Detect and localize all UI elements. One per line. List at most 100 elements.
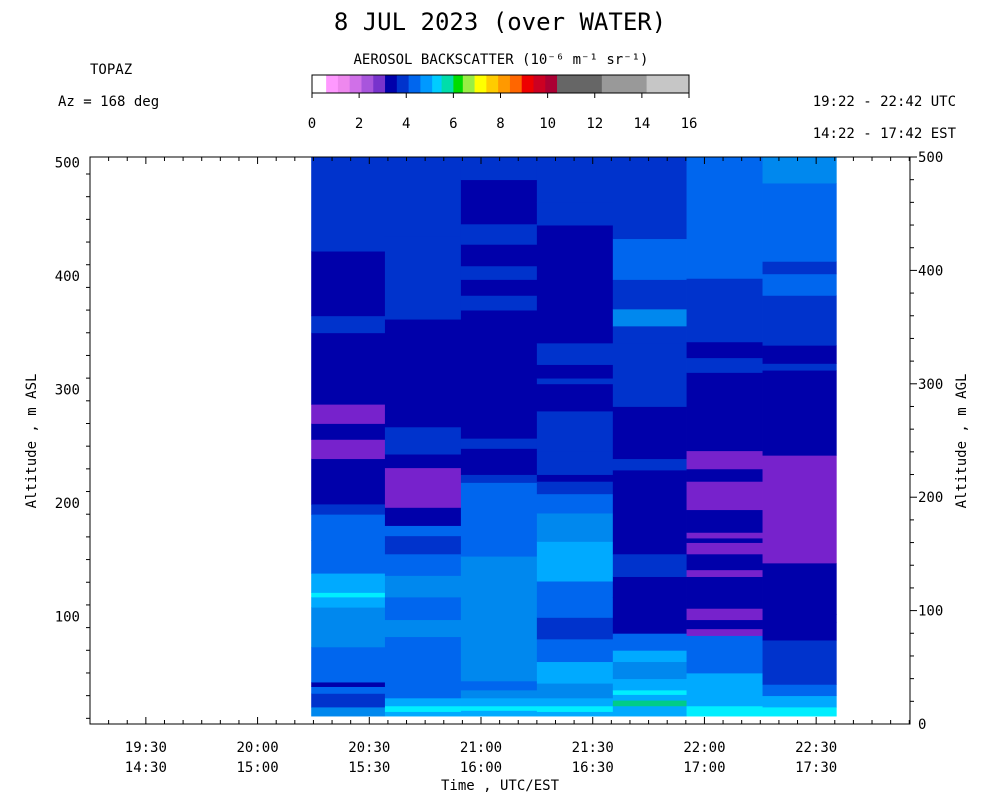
- backscatter-cell: [311, 540, 386, 574]
- backscatter-cell: [762, 614, 837, 623]
- backscatter-cell: [686, 481, 763, 511]
- backscatter-cell: [384, 535, 462, 555]
- backscatter-cell: [686, 450, 763, 470]
- backscatter-cell: [311, 332, 386, 405]
- backscatter-cell: [460, 689, 538, 699]
- backscatter-cell: [311, 592, 386, 598]
- backscatter-cell: [612, 694, 687, 701]
- y-tick-label-right: 400: [918, 263, 943, 279]
- backscatter-cell: [686, 538, 763, 543]
- x-tick-label-utc: 21:30: [572, 740, 614, 756]
- backscatter-cell: [686, 635, 763, 659]
- backscatter-cell: [460, 474, 538, 483]
- backscatter-cell: [762, 370, 837, 456]
- backscatter-cell: [612, 157, 687, 240]
- backscatter-cell: [536, 202, 614, 226]
- colorbar-swatch: [557, 75, 603, 93]
- backscatter-cell: [311, 706, 386, 717]
- backscatter-cell: [384, 236, 462, 320]
- y-tick-label-right: 200: [918, 490, 943, 506]
- x-tick-label-local: 17:00: [683, 760, 725, 776]
- backscatter-cell: [384, 426, 462, 455]
- backscatter-cell: [686, 576, 763, 609]
- backscatter-cell: [536, 342, 614, 365]
- colorbar-swatch: [646, 75, 690, 93]
- backscatter-cell: [762, 684, 837, 697]
- colorbar-swatch: [462, 75, 476, 93]
- backscatter-cell: [686, 619, 763, 630]
- backscatter-cell: [686, 608, 763, 621]
- backscatter-cell: [460, 642, 538, 682]
- backscatter-cell: [762, 157, 837, 184]
- backscatter-cell: [536, 364, 614, 379]
- colorbar-swatch: [486, 75, 499, 93]
- x-tick-label-utc: 21:00: [460, 740, 502, 756]
- backscatter-cell: [686, 628, 763, 636]
- backscatter-cell: [762, 363, 837, 371]
- x-tick-label-utc: 19:30: [125, 740, 167, 756]
- backscatter-cell: [460, 705, 538, 711]
- backscatter-cell: [536, 638, 614, 663]
- backscatter-cell: [612, 576, 687, 598]
- backscatter-cell: [460, 680, 538, 691]
- backscatter-cell: [536, 481, 614, 495]
- backscatter-cell: [311, 423, 386, 440]
- backscatter-cell: [384, 553, 462, 576]
- instrument-name: TOPAZ: [90, 62, 133, 78]
- colorbar-tick-label: 12: [586, 116, 603, 132]
- backscatter-cell: [384, 507, 462, 526]
- backscatter-cell: [311, 686, 386, 694]
- backscatter-cell: [536, 711, 614, 717]
- backscatter-cell: [536, 697, 614, 707]
- colorbar-swatch: [601, 75, 648, 93]
- backscatter-cell: [536, 411, 614, 452]
- backscatter-cell: [460, 438, 538, 449]
- backscatter-cell: [311, 458, 386, 505]
- backscatter-cell: [536, 493, 614, 514]
- backscatter-cell: [384, 678, 462, 699]
- backscatter-cell: [536, 225, 614, 344]
- backscatter-cell: [536, 581, 614, 618]
- backscatter-cell: [686, 236, 763, 279]
- colorbar-swatch: [545, 75, 558, 93]
- time-range-utc: 19:22 - 22:42 UTC: [812, 94, 956, 110]
- colorbar-swatch: [441, 75, 454, 93]
- y-tick-label-right: 300: [918, 377, 943, 393]
- colorbar-swatch: [396, 75, 410, 93]
- backscatter-cell: [460, 710, 538, 717]
- backscatter-cell: [311, 693, 386, 708]
- backscatter-cell: [762, 640, 837, 685]
- colorbar-swatch: [361, 75, 374, 93]
- backscatter-cell: [612, 325, 687, 344]
- backscatter-cell: [686, 372, 763, 452]
- backscatter-cell: [762, 345, 837, 364]
- backscatter-cell: [612, 661, 687, 680]
- backscatter-cell: [384, 619, 462, 638]
- backscatter-cell: [460, 482, 538, 557]
- colorbar-swatch: [453, 75, 464, 93]
- backscatter-cell: [460, 448, 538, 475]
- colorbar-swatch: [373, 75, 386, 93]
- backscatter-cell: [612, 238, 687, 280]
- y-tick-label-left: 300: [55, 382, 80, 398]
- x-tick-label-utc: 20:30: [348, 740, 390, 756]
- colorbar-swatch: [474, 75, 487, 93]
- colorbar-swatch: [408, 75, 421, 93]
- y-tick-label-right: 0: [918, 717, 926, 733]
- colorbar-tick-label: 14: [633, 116, 650, 132]
- backscatter-cell: [612, 469, 687, 555]
- colorbar-swatch: [326, 75, 339, 93]
- colorbar-tick-label: 2: [355, 116, 363, 132]
- backscatter-cell: [686, 689, 763, 707]
- colorbar-swatch: [385, 75, 398, 93]
- colorbar-swatch: [533, 75, 546, 93]
- y-tick-label-left: 500: [55, 156, 80, 172]
- backscatter-cell: [612, 700, 687, 707]
- colorbar-swatch: [521, 75, 534, 93]
- backscatter-cell: [384, 467, 462, 508]
- azimuth-label: Az = 168 deg: [58, 94, 160, 110]
- backscatter-cell: [686, 341, 763, 359]
- backscatter-cell: [536, 513, 614, 542]
- backscatter-cell: [686, 357, 763, 373]
